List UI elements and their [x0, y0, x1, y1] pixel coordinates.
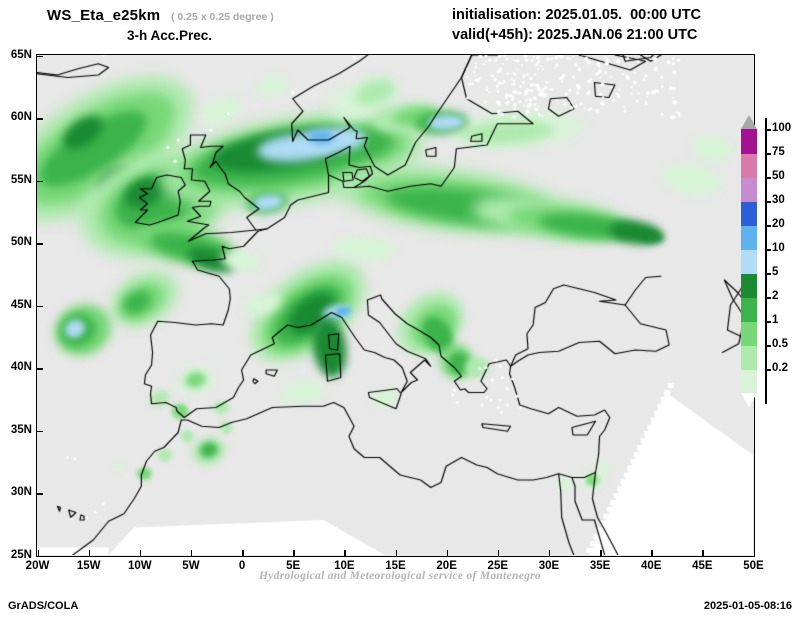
precipitation-map[interactable]	[36, 54, 755, 557]
latitude-tick-mark	[36, 118, 43, 120]
longitude-tick-mark	[549, 550, 551, 557]
colorbar-tick-label: 5	[772, 267, 778, 279]
render-timestamp: 2025-01-05-08:16	[704, 600, 792, 612]
colorbar-band	[741, 369, 757, 394]
colorbar-tick-mark	[765, 273, 771, 275]
colorbar-tick-mark	[765, 201, 771, 203]
colorbar-tick-label: 2	[772, 291, 778, 303]
longitude-tick-mark	[242, 550, 244, 557]
colorbar-band	[741, 273, 757, 298]
longitude-tick-mark	[293, 550, 295, 557]
colorbar-tick-label: 50	[772, 171, 785, 183]
precipitation-colorbar	[741, 129, 757, 393]
colorbar-tick-mark	[765, 249, 771, 251]
latitude-tick-label: 45N	[0, 299, 32, 311]
grads-label: GrADS/COLA	[8, 600, 78, 612]
colorbar-tick-mark	[765, 129, 771, 131]
service-credit: Hydrological and Meteorological service …	[0, 570, 800, 582]
longitude-tick-mark	[89, 550, 91, 557]
longitude-tick-mark	[498, 550, 500, 557]
colorbar-band	[741, 153, 757, 178]
colorbar-band	[741, 225, 757, 250]
field-name: 3-h Acc.Prec.	[127, 28, 212, 43]
colorbar-tick-label: 30	[772, 195, 785, 207]
colorbar-band	[741, 177, 757, 202]
colorbar-tick-mark	[765, 177, 771, 179]
latitude-tick-mark	[36, 243, 43, 245]
colorbar-tick-label: 10	[772, 243, 785, 255]
longitude-tick-mark	[754, 550, 756, 557]
latitude-tick-label: 30N	[0, 486, 32, 498]
latitude-tick-mark	[36, 181, 43, 183]
initialisation-time: initialisation: 2025.01.05. 00:00 UTC	[452, 7, 701, 23]
latitude-tick-label: 50N	[0, 236, 32, 248]
longitude-tick-mark	[651, 550, 653, 557]
latitude-tick-mark	[36, 431, 43, 433]
colorbar-tick-mark	[765, 297, 771, 299]
colorbar-tick-mark	[765, 345, 771, 347]
colorbar-over-arrow	[741, 115, 757, 129]
longitude-tick-mark	[702, 550, 704, 557]
colorbar-band	[741, 249, 757, 274]
colorbar-axis-line	[765, 118, 767, 404]
colorbar-band	[741, 129, 757, 154]
longitude-tick-mark	[140, 550, 142, 557]
longitude-tick-mark	[396, 550, 398, 557]
colorbar-under-arrow	[741, 393, 757, 407]
colorbar-tick-mark	[765, 321, 771, 323]
longitude-tick-mark	[38, 550, 40, 557]
valid-time: valid(+45h): 2025.JAN.06 21:00 UTC	[452, 27, 697, 43]
latitude-tick-label: 25N	[0, 549, 32, 561]
colorbar-tick-label: 75	[772, 147, 785, 159]
latitude-tick-label: 60N	[0, 111, 32, 123]
colorbar-band	[741, 201, 757, 226]
colorbar-tick-mark	[765, 153, 771, 155]
longitude-tick-mark	[447, 550, 449, 557]
latitude-tick-mark	[36, 493, 43, 495]
colorbar-tick-label: 100	[772, 123, 791, 135]
latitude-tick-label: 40N	[0, 361, 32, 373]
model-name: WS_Eta_e25km	[47, 7, 160, 24]
longitude-tick-mark	[600, 550, 602, 557]
model-resolution: ( 0.25 x 0.25 degree )	[171, 11, 274, 23]
colorbar-band	[741, 345, 757, 370]
colorbar-band	[741, 321, 757, 346]
colorbar-tick-mark	[765, 225, 771, 227]
map-canvas	[37, 55, 753, 555]
colorbar-tick-label: 0.5	[772, 339, 788, 351]
longitude-tick-mark	[191, 550, 193, 557]
longitude-tick-mark	[344, 550, 346, 557]
colorbar-tick-label: 20	[772, 219, 785, 231]
latitude-tick-mark	[36, 368, 43, 370]
latitude-tick-label: 55N	[0, 174, 32, 186]
colorbar-band	[741, 297, 757, 322]
latitude-tick-mark	[36, 306, 43, 308]
colorbar-tick-label: 0.2	[772, 363, 788, 375]
latitude-tick-label: 35N	[0, 424, 32, 436]
colorbar-tick-label: 1	[772, 315, 778, 327]
latitude-tick-mark	[36, 56, 43, 58]
latitude-tick-label: 65N	[0, 49, 32, 61]
colorbar-tick-mark	[765, 369, 771, 371]
